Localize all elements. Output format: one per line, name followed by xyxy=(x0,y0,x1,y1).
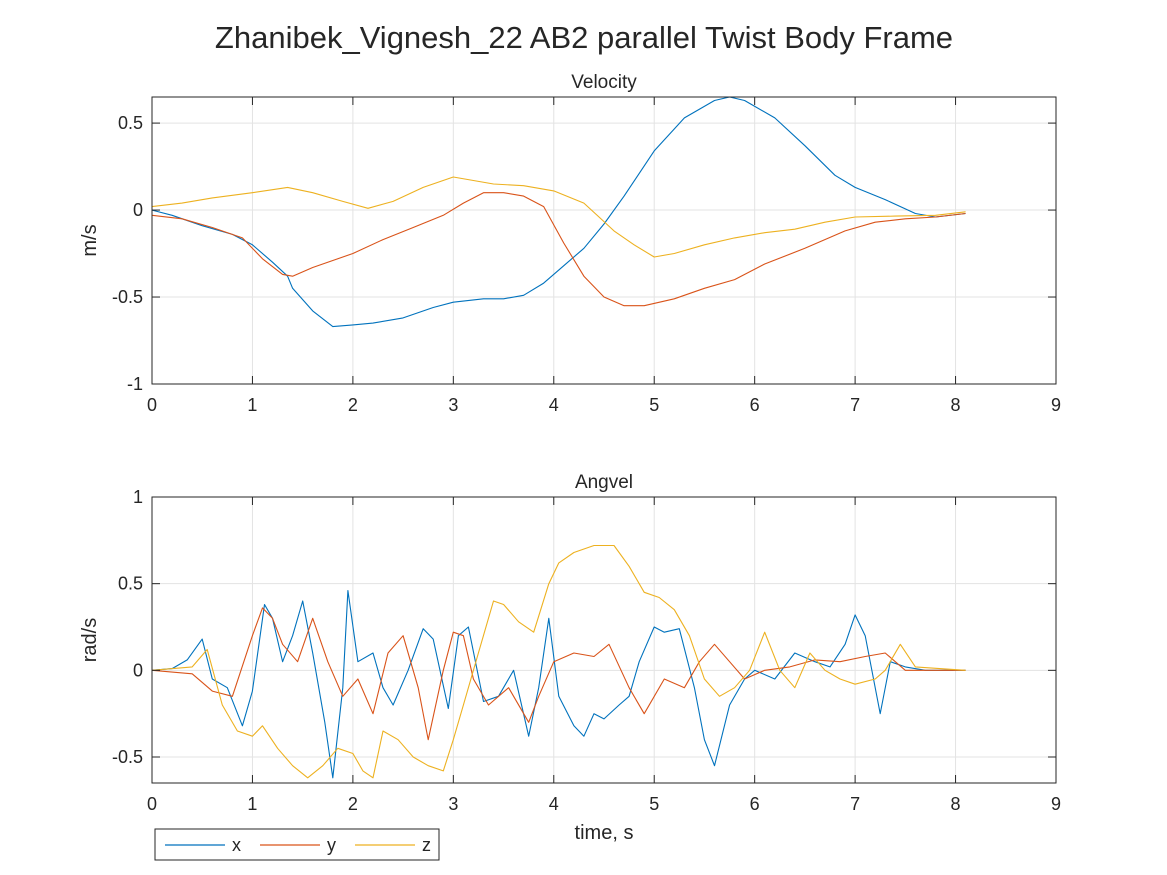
y-tick-label: 1 xyxy=(133,487,143,507)
subplot-title: Angvel xyxy=(575,472,633,493)
series-line-x xyxy=(152,590,966,779)
x-tick-label: 9 xyxy=(1051,395,1061,415)
x-tick-label: 2 xyxy=(348,395,358,415)
x-tick-label: 5 xyxy=(649,794,659,814)
y-tick-label: 0 xyxy=(133,200,143,220)
x-tick-label: 1 xyxy=(247,794,257,814)
subplot-title: Velocity xyxy=(571,72,637,93)
y-axis-label: m/s xyxy=(79,224,101,256)
x-tick-label: 8 xyxy=(951,395,961,415)
y-tick-label: -0.5 xyxy=(112,287,143,307)
x-tick-label: 0 xyxy=(147,794,157,814)
velocity-subplot: 0 1 2 3 4 5 6 7 8 9 -1 -0.5 0 0.5 Velocity m/s xyxy=(79,72,1061,415)
y-tick-label: 0.5 xyxy=(118,574,143,594)
x-tick-label: 6 xyxy=(750,395,760,415)
series-line-z xyxy=(152,544,966,779)
series-line-x xyxy=(152,97,966,328)
x-tick-label: 8 xyxy=(951,794,961,814)
x-tick-label: 7 xyxy=(850,395,860,415)
x-tick-label: 9 xyxy=(1051,794,1061,814)
x-tick-label: 2 xyxy=(348,794,358,814)
x-tick-label: 7 xyxy=(850,794,860,814)
x-tick-label: 4 xyxy=(549,794,559,814)
y-axis-label: rad/s xyxy=(79,618,101,662)
x-tick-label: 3 xyxy=(448,794,458,814)
y-tick-label: -0.5 xyxy=(112,747,143,767)
x-tick-label: 6 xyxy=(750,794,760,814)
x-tick-label: 3 xyxy=(448,395,458,415)
legend-label-x: x xyxy=(232,835,241,855)
legend-label-z: z xyxy=(422,835,431,855)
x-tick-label: 5 xyxy=(649,395,659,415)
legend: x y z xyxy=(154,828,440,861)
x-tick-label: 1 xyxy=(247,395,257,415)
y-tick-label: 0.5 xyxy=(118,113,143,133)
axes-box xyxy=(151,496,1057,784)
legend-label-y: y xyxy=(327,835,336,855)
y-tick-label: -1 xyxy=(127,374,143,394)
plot-area xyxy=(152,497,1056,783)
x-axis-label: time, s xyxy=(575,822,634,844)
axes-box xyxy=(151,96,1057,385)
angvel-subplot: 0 1 2 3 4 5 6 7 8 9 -0.5 0 0.5 1 Angvel rad/s time, s xyxy=(79,472,1061,844)
y-tick-label: 0 xyxy=(133,660,143,680)
x-tick-label: 0 xyxy=(147,395,157,415)
figure-title: Zhanibek_Vignesh_22 AB2 parallel Twist B… xyxy=(215,20,953,55)
series-line-y xyxy=(152,192,966,307)
x-tick-label: 4 xyxy=(549,395,559,415)
series-line-z xyxy=(152,176,966,258)
series-line-y xyxy=(152,607,966,741)
plot-area xyxy=(152,97,1056,384)
